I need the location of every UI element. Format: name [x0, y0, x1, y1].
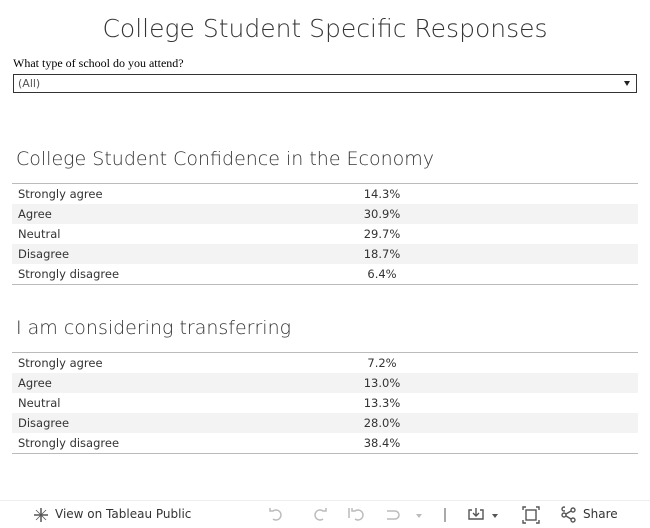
dropdown-arrow — [624, 81, 630, 86]
row-label: Neutral — [18, 227, 61, 241]
share-icon — [561, 507, 576, 523]
table-row: Strongly disagree 38.4% — [12, 433, 638, 453]
row-value: 18.7% — [363, 247, 401, 261]
table-row: Agree 30.9% — [12, 204, 638, 224]
table-row: Neutral 29.7% — [12, 224, 638, 244]
row-value: 6.4% — [367, 267, 397, 281]
table: Strongly agree 7.2% Agree 13.0% Neutral 13.3%… — [12, 352, 638, 454]
table-title: College Student Confidence in the Econom… — [16, 148, 435, 170]
table-row: Neutral 13.3% — [12, 393, 638, 413]
row-label: Strongly agree — [18, 356, 103, 370]
row-value: 13.0% — [363, 376, 401, 390]
table-row: Strongly agree 7.2% — [12, 353, 638, 373]
toolbar: View on Tableau Public Share — [0, 500, 650, 528]
table-row: Disagree 18.7% — [12, 244, 638, 264]
row-value: 38.4% — [363, 436, 401, 450]
row-value: 14.3% — [363, 187, 401, 201]
row-value: 29.7% — [363, 227, 401, 241]
row-label: Agree — [18, 376, 52, 390]
filter-dropdown[interactable]: (All) — [13, 74, 637, 93]
row-value: 13.3% — [363, 396, 401, 410]
row-label: Strongly agree — [18, 187, 103, 201]
table-title: I am considering transferring — [16, 317, 292, 339]
row-value: 28.0% — [363, 416, 401, 430]
table-row: Strongly disagree 6.4% — [12, 264, 638, 284]
table-row: Agree 13.0% — [12, 373, 638, 393]
row-label: Neutral — [18, 396, 61, 410]
view-link[interactable]: View on Tableau Public — [55, 507, 192, 521]
row-label: Strongly disagree — [18, 267, 120, 281]
dashboard-title: College Student Specific Responses — [102, 14, 548, 43]
row-label: Disagree — [18, 416, 70, 430]
share-button[interactable]: Share — [583, 507, 618, 521]
filter-value: (All) — [18, 77, 41, 90]
table-row: Strongly agree 14.3% — [12, 184, 638, 204]
filter-label: What type of school do you attend? — [13, 56, 184, 70]
row-label: Agree — [18, 207, 52, 221]
row-value: 7.2% — [367, 356, 397, 370]
table: Strongly agree 14.3% Agree 30.9% Neutral 29.7… — [12, 183, 638, 285]
tableau-icon — [34, 508, 48, 522]
row-value: 30.9% — [363, 207, 401, 221]
toolbar-icons — [269, 506, 565, 524]
row-label: Disagree — [18, 247, 70, 261]
table-row: Disagree 28.0% — [12, 413, 638, 433]
row-label: Strongly disagree — [18, 436, 120, 450]
